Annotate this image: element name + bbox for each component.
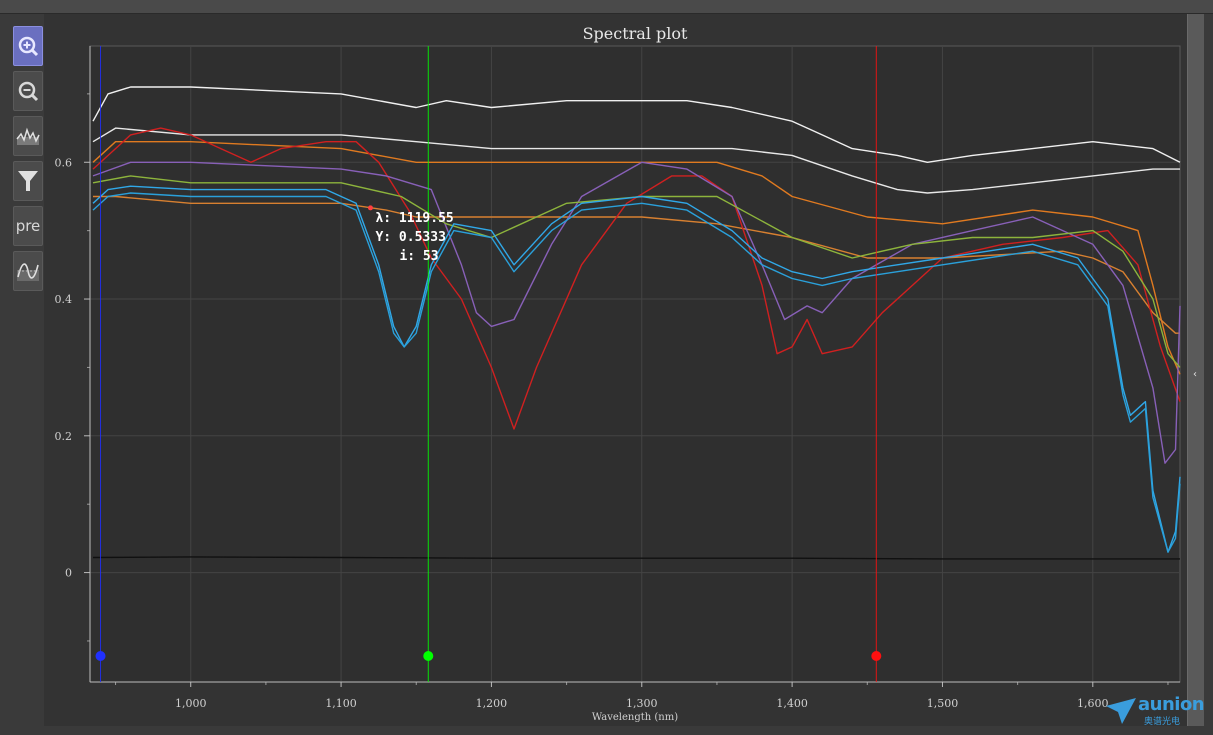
filter-icon (18, 171, 38, 191)
window-top-bar (0, 0, 1213, 14)
spectrum-line-2[interactable] (92, 127, 1180, 194)
x-tick-label: 1,400 (776, 697, 808, 710)
spectrum-line-9[interactable] (92, 192, 1181, 553)
zoom-out-button[interactable] (13, 71, 43, 111)
plot-area (89, 45, 1181, 683)
fit-curve-button[interactable] (13, 251, 43, 291)
y-tick-label: 0.4 (55, 293, 73, 306)
x-tick-label: 1,000 (175, 697, 207, 710)
preprocess-button[interactable]: pre (13, 206, 43, 246)
spectrum-line-3[interactable] (92, 140, 1181, 375)
spectrum-icon (16, 127, 40, 145)
zoom-in-button[interactable] (13, 26, 43, 66)
cursor-lambda-readout: λ: 1119.55 (375, 211, 453, 226)
logo-mark-icon (1106, 698, 1136, 724)
x-tick-label: 1,300 (626, 697, 658, 710)
cursor-index-readout: i: 53 (399, 249, 438, 264)
spectrum-line-4[interactable] (93, 195, 1180, 334)
filter-button[interactable] (13, 161, 43, 201)
y-tick-label: 0 (65, 567, 72, 580)
cursor-y-readout: Y: 0.5333 (375, 230, 445, 245)
x-axis-label: Wavelength (nm) (592, 712, 678, 723)
brand-logo: aunion 奥谱光电 (1104, 694, 1205, 730)
x-tick-label: 1,500 (927, 697, 959, 710)
plot-title: Spectral plot (583, 24, 688, 43)
marker-handle-2[interactable] (423, 651, 434, 661)
preprocess-label: pre (15, 217, 41, 235)
logo-sub: 奥谱光电 (1144, 717, 1181, 727)
side-panel-toggle[interactable]: ‹ (1187, 14, 1204, 726)
fit-curve-icon (17, 263, 39, 281)
plot-toolbar: pre (13, 26, 43, 296)
spectrum-line-7[interactable] (92, 175, 1181, 368)
y-tick-label: 0.2 (55, 430, 73, 443)
x-tick-label: 1,200 (476, 697, 508, 710)
marker-handle-1[interactable] (95, 651, 106, 661)
x-tick-label: 1,600 (1077, 697, 1109, 710)
y-tick-label: 0.6 (55, 156, 73, 169)
spectrum-line-1[interactable] (92, 86, 1181, 164)
zoom-in-icon (18, 36, 39, 57)
spectrum-line-6[interactable] (92, 161, 1181, 464)
zoom-out-icon (18, 81, 39, 102)
logo-word: aunion (1138, 694, 1205, 715)
marker-handle-3[interactable] (871, 651, 882, 661)
spectrum-line-5[interactable] (92, 127, 1181, 430)
spectrum-line-10[interactable] (92, 556, 1180, 560)
spectrum-button[interactable] (13, 116, 43, 156)
cursor-point (367, 205, 373, 211)
collapse-arrow-icon: ‹ (1193, 369, 1197, 380)
spectrum-line-8[interactable] (92, 185, 1181, 553)
x-tick-label: 1,100 (325, 697, 357, 710)
